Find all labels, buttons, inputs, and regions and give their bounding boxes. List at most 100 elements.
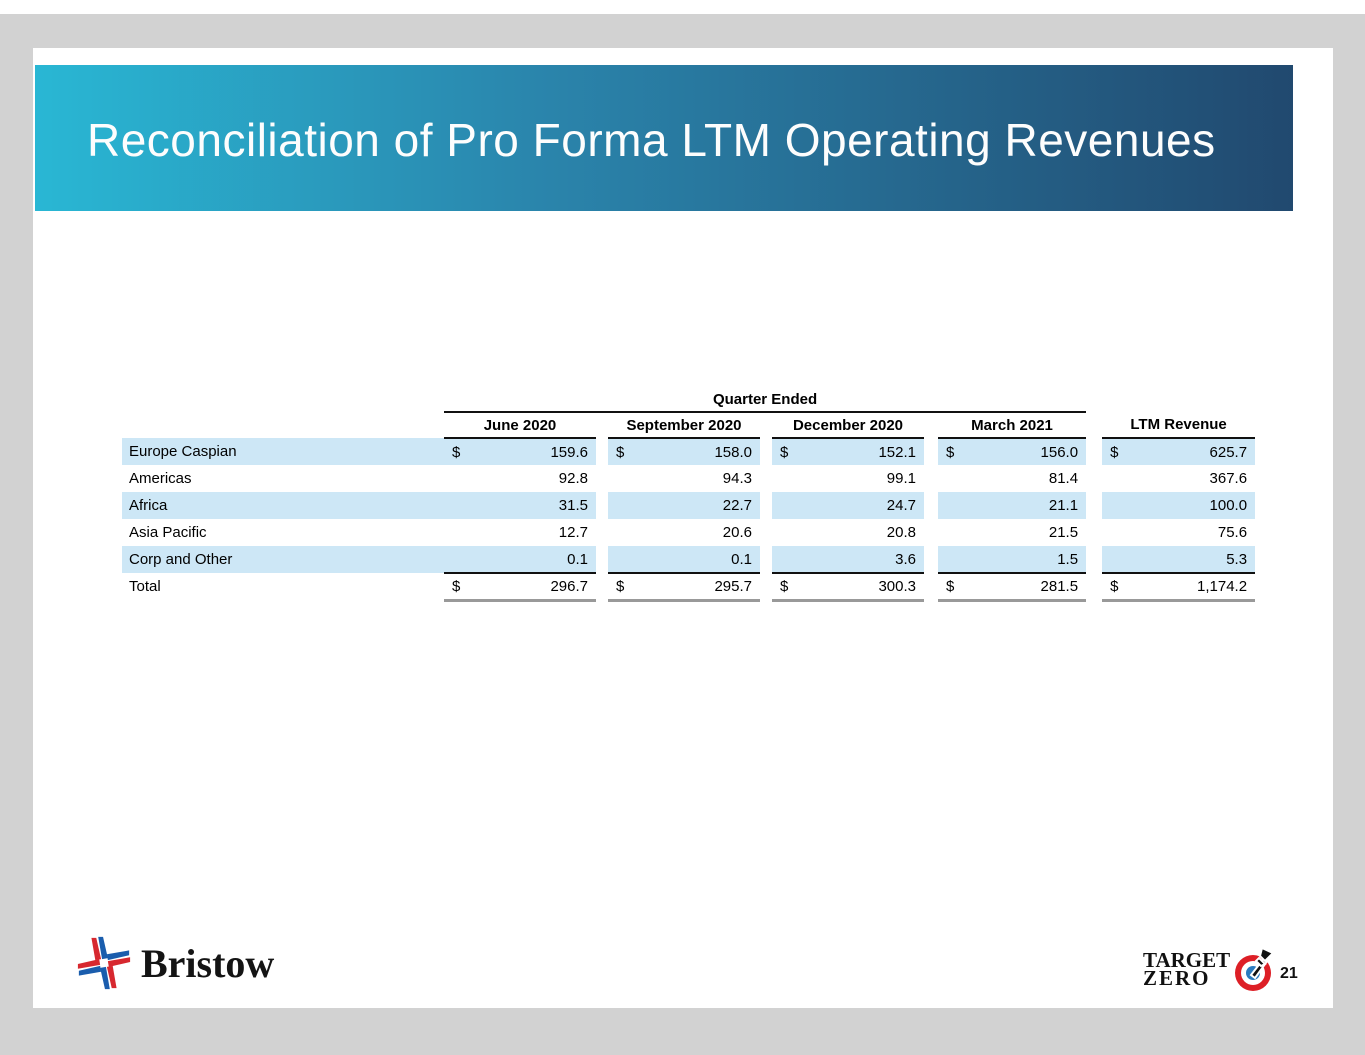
bristow-wordmark: Bristow — [141, 940, 275, 986]
spacer — [760, 573, 772, 600]
value-cell: $152.1 — [772, 438, 924, 465]
title-banner: Reconciliation of Pro Forma LTM Operatin… — [35, 65, 1293, 211]
currency-symbol: $ — [946, 577, 955, 595]
spacer — [924, 412, 938, 438]
target-zero-logo: TARGET ZERO — [1143, 944, 1278, 994]
value: 5.3 — [1226, 550, 1248, 568]
value: 75.6 — [1217, 524, 1248, 541]
spacer — [924, 573, 938, 600]
value-cell: $300.3 — [772, 573, 924, 602]
spacer — [1086, 438, 1103, 465]
spacer — [596, 573, 608, 600]
column-header-row: June 2020 September 2020 December 2020 M… — [122, 412, 1256, 439]
value: 22.7 — [722, 497, 752, 514]
value: 24.7 — [886, 497, 916, 514]
value: 21.5 — [1048, 524, 1079, 541]
spacer — [596, 438, 608, 465]
row-label: Total — [129, 578, 161, 595]
value: 1,174.2 — [1197, 577, 1248, 595]
spacer — [1086, 412, 1103, 438]
spacer — [1086, 519, 1103, 546]
value: 0.1 — [567, 550, 588, 568]
spacer — [760, 519, 772, 546]
value-cell: 1.5 — [938, 546, 1087, 574]
currency-symbol: $ — [946, 443, 955, 461]
value-cell: 0.1 — [608, 546, 760, 574]
value: 625.7 — [1209, 443, 1248, 461]
value-cell: 31.5 — [444, 492, 596, 519]
spacer — [924, 465, 938, 492]
value: 296.7 — [550, 577, 588, 595]
value: 3.6 — [895, 550, 916, 568]
value: 92.8 — [558, 470, 588, 487]
row-label: Africa — [122, 492, 444, 519]
slide: Reconciliation of Pro Forma LTM Operatin… — [33, 48, 1333, 1008]
bristow-logo: Bristow — [75, 932, 274, 994]
value-cell: 20.8 — [772, 519, 924, 546]
spacer — [1086, 492, 1103, 519]
value-cell: 75.6 — [1102, 519, 1255, 546]
table-row-americas: Americas 92.8 94.3 99.1 81.4 367.6 — [122, 465, 1255, 492]
value-cell: 81.4 — [938, 465, 1086, 492]
spacer — [596, 519, 608, 546]
table-row-asia-pacific: Asia Pacific 12.7 20.6 20.8 21.5 75.6 — [122, 519, 1255, 546]
row-label: Americas — [129, 470, 192, 487]
value-cell: $158.0 — [608, 438, 760, 465]
top-white-strip — [0, 0, 1365, 14]
value-cell: $295.7 — [608, 573, 760, 602]
empty-cell — [122, 386, 444, 412]
spacer — [760, 438, 772, 465]
value-cell: 99.1 — [772, 465, 924, 492]
page-number: 21 — [1280, 965, 1298, 982]
value-cell: 92.8 — [444, 465, 596, 492]
value-cell: 3.6 — [772, 546, 924, 574]
value: 99.1 — [886, 470, 916, 487]
column-header-june-2020: June 2020 — [444, 412, 596, 439]
column-header-september-2020: September 2020 — [608, 412, 760, 439]
value: 281.5 — [1040, 577, 1079, 595]
value-cell: 20.6 — [608, 519, 760, 546]
target-zero-line2: ZERO — [1143, 966, 1211, 990]
value: 94.3 — [722, 470, 752, 487]
row-label: Corp and Other — [122, 546, 444, 573]
spacer — [760, 465, 772, 492]
value-cell: $156.0 — [938, 438, 1087, 465]
value-cell: 100.0 — [1102, 492, 1256, 519]
value: 158.0 — [714, 443, 752, 461]
spacer — [1086, 465, 1103, 492]
value: 152.1 — [878, 443, 916, 461]
value-cell: 24.7 — [772, 492, 924, 519]
value: 1.5 — [1057, 550, 1079, 568]
bullseye-target-icon — [1235, 946, 1275, 991]
table-row-africa: Africa 31.5 22.7 24.7 21.1 100.0 — [122, 492, 1256, 519]
value: 12.7 — [558, 524, 588, 541]
value: 0.1 — [731, 550, 752, 568]
column-header-december-2020: December 2020 — [772, 412, 924, 439]
empty-cell — [122, 412, 444, 438]
spacer — [924, 546, 938, 573]
value: 21.1 — [1048, 497, 1079, 514]
value-cell: $625.7 — [1102, 438, 1256, 465]
value-cell: 21.1 — [938, 492, 1087, 519]
spacer — [924, 438, 938, 465]
value: 300.3 — [878, 577, 916, 595]
revenue-table-container: Quarter Ended June 2020 September 2020 D… — [122, 386, 1256, 602]
group-header-quarter-ended: Quarter Ended — [444, 386, 1087, 413]
spacer — [924, 519, 938, 546]
row-label: Asia Pacific — [129, 524, 207, 541]
value-cell: 0.1 — [444, 546, 596, 574]
target-zero-wordmark: TARGET ZERO — [1143, 949, 1230, 990]
currency-symbol: $ — [616, 577, 625, 595]
table-row-total: Total $296.7 $295.7 $300.3 $281.5 $1,174… — [122, 573, 1256, 602]
value: 159.6 — [550, 443, 588, 461]
value: 100.0 — [1209, 497, 1248, 514]
spacer — [1086, 546, 1103, 573]
value: 295.7 — [714, 577, 752, 595]
currency-symbol: $ — [1110, 577, 1119, 595]
value-cell: $281.5 — [938, 573, 1087, 602]
value-cell: $159.6 — [444, 438, 596, 465]
currency-symbol: $ — [780, 577, 789, 595]
value: 367.6 — [1209, 470, 1248, 487]
table-row-europe-caspian: Europe Caspian $159.6 $158.0 $152.1 $156… — [122, 438, 1256, 465]
value-cell: $1,174.2 — [1102, 573, 1256, 602]
